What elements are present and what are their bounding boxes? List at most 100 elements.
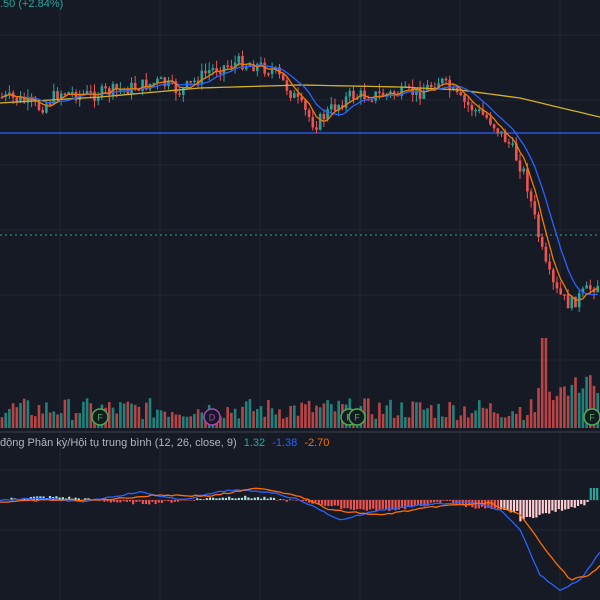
event-marker-d[interactable]: D bbox=[203, 408, 221, 426]
candle-body bbox=[19, 96, 22, 102]
volume-bar bbox=[163, 411, 167, 428]
volume-bar bbox=[518, 406, 522, 428]
volume-bar bbox=[526, 414, 529, 428]
volume-bar bbox=[478, 400, 481, 428]
candle-body bbox=[244, 65, 248, 70]
volume-bar bbox=[515, 414, 518, 428]
volume-bar bbox=[22, 398, 26, 428]
macd-legend[interactable]: động Phân kỳ/Hội tụ trung bình (12, 26, … bbox=[0, 437, 329, 449]
candle-body bbox=[326, 109, 329, 120]
candle-body bbox=[48, 103, 52, 106]
histogram-bar bbox=[445, 500, 448, 501]
histogram-bar bbox=[122, 500, 125, 502]
volume-bar bbox=[548, 391, 551, 428]
volume-bar bbox=[241, 406, 244, 428]
histogram-bar bbox=[551, 500, 554, 511]
volume-bar bbox=[367, 398, 370, 428]
volume-bar bbox=[89, 403, 93, 428]
histogram-bar bbox=[509, 500, 512, 513]
histogram-bar bbox=[365, 500, 368, 511]
histogram-bar bbox=[464, 500, 468, 508]
candle-body bbox=[566, 294, 570, 309]
candle-body bbox=[452, 87, 455, 91]
candle-body bbox=[15, 97, 19, 102]
volume-bar bbox=[174, 414, 178, 428]
candle-body bbox=[263, 62, 266, 74]
candle-body bbox=[570, 296, 574, 309]
candle-body bbox=[485, 114, 488, 118]
volume-bar bbox=[337, 400, 340, 428]
volume-bar bbox=[233, 408, 237, 428]
histogram-bar bbox=[266, 498, 269, 500]
macd-histogram bbox=[0, 488, 599, 522]
histogram-bar bbox=[333, 500, 336, 506]
volume-bar bbox=[489, 403, 492, 428]
histogram-bar bbox=[282, 499, 285, 501]
volume-bar bbox=[289, 405, 292, 428]
candle-body bbox=[489, 117, 492, 125]
event-marker-f[interactable]: F bbox=[583, 408, 600, 426]
event-marker-f[interactable]: F bbox=[348, 408, 366, 426]
histogram-bar bbox=[400, 500, 404, 508]
histogram-bar bbox=[397, 500, 400, 510]
macd-value: 1.32 bbox=[243, 437, 266, 449]
ma-slow-line bbox=[1, 64, 598, 296]
volume-bar bbox=[437, 403, 440, 428]
candle-body bbox=[500, 131, 503, 134]
candle-body bbox=[496, 128, 500, 134]
histogram-bar bbox=[352, 500, 356, 511]
volume-bar bbox=[267, 399, 270, 428]
volume-bar bbox=[411, 401, 414, 428]
candle-body bbox=[307, 109, 311, 117]
histogram-bar bbox=[157, 500, 160, 503]
volume-bar bbox=[307, 400, 311, 428]
histogram-bar bbox=[496, 500, 500, 509]
histogram-bar bbox=[208, 497, 212, 500]
candle-body bbox=[248, 64, 252, 66]
volume-bar bbox=[474, 410, 477, 428]
volume-bar bbox=[126, 401, 130, 428]
histogram-bar bbox=[58, 497, 61, 500]
histogram-bar bbox=[493, 500, 496, 509]
histogram-bar bbox=[500, 500, 503, 510]
volume-bar bbox=[178, 414, 181, 428]
histogram-bar bbox=[314, 500, 317, 503]
volume-bar bbox=[170, 412, 174, 428]
candle-body bbox=[370, 100, 374, 102]
candle-body bbox=[207, 70, 211, 74]
histogram-bar bbox=[442, 500, 445, 501]
histogram-bar bbox=[522, 500, 525, 520]
histogram-bar bbox=[349, 500, 352, 510]
histogram-bar bbox=[532, 500, 535, 518]
histogram-bar bbox=[506, 500, 509, 511]
volume-bar bbox=[200, 412, 204, 428]
volume-bar bbox=[219, 416, 222, 428]
volume-bar bbox=[56, 414, 59, 428]
histogram-bar bbox=[564, 500, 567, 510]
volume-bar bbox=[37, 405, 41, 428]
volume-bar bbox=[574, 377, 577, 428]
candle-body bbox=[93, 91, 96, 101]
histogram-bar bbox=[212, 497, 215, 500]
volume-bar bbox=[315, 405, 318, 428]
histogram-bar bbox=[327, 500, 330, 507]
volume-bar bbox=[226, 407, 229, 428]
event-marker-f[interactable]: F bbox=[91, 408, 109, 426]
candle-body bbox=[466, 101, 470, 105]
histogram-bar bbox=[554, 500, 557, 512]
candle-body bbox=[529, 191, 533, 202]
volume-bar bbox=[252, 411, 255, 428]
event-marker-label: F bbox=[97, 413, 103, 423]
volume-bar bbox=[141, 419, 144, 428]
candle-body bbox=[441, 78, 444, 84]
candle-body bbox=[56, 91, 59, 100]
volume-bar bbox=[370, 414, 374, 428]
histogram-bar bbox=[231, 498, 234, 500]
candlestick-series bbox=[0, 50, 599, 313]
volume-bar bbox=[392, 417, 396, 428]
volume-bar bbox=[82, 401, 85, 428]
candle-body bbox=[89, 91, 93, 93]
volume-bar bbox=[418, 402, 422, 428]
volume-bar bbox=[426, 408, 429, 428]
